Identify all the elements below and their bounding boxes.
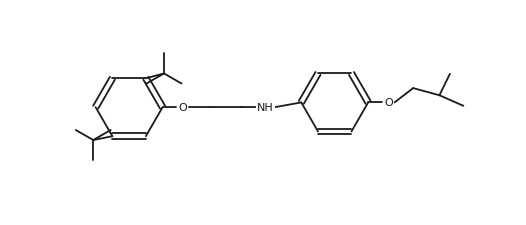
Text: NH: NH xyxy=(257,103,274,113)
Text: O: O xyxy=(178,103,187,113)
Text: O: O xyxy=(384,98,392,108)
